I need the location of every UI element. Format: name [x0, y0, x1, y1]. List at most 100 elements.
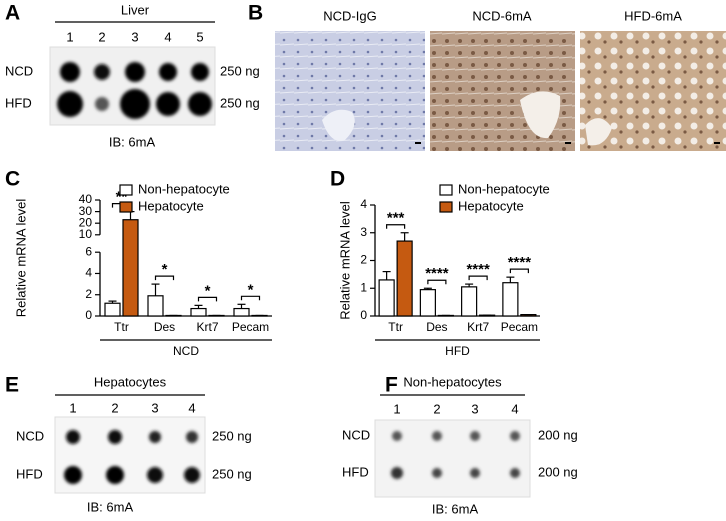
y-tick-label: 40	[79, 192, 93, 206]
y-tick-label: 6	[85, 244, 92, 258]
group-label: HFD	[445, 344, 470, 358]
lane-label: 4	[164, 29, 171, 44]
blot-dot	[392, 431, 402, 441]
image-title: NCD-6mA	[472, 8, 532, 23]
row-label: HFD	[342, 464, 369, 479]
x-tick-label: Des	[426, 320, 447, 334]
row-label: HFD	[5, 95, 32, 110]
significance: **	[116, 189, 128, 206]
legend-label: Hepatocyte	[458, 198, 524, 213]
significance: *	[162, 261, 168, 278]
y-tick-label: 4	[85, 266, 92, 280]
lane-label: 1	[69, 400, 76, 415]
row-label: NCD	[5, 63, 33, 78]
y-axis-label: Relative mRNA level	[337, 201, 352, 320]
blot-dot	[120, 89, 150, 119]
error-bar	[237, 303, 246, 309]
amount-label: 250 ng	[220, 63, 260, 78]
group-title: Non-hepatocytes	[403, 374, 502, 389]
lane-label: 3	[131, 29, 138, 44]
amount-label: 200 ng	[538, 427, 578, 442]
x-tick-label: Ttr	[114, 320, 129, 334]
y-tick-label: 2	[360, 253, 367, 267]
legend-label: Hepatocyte	[138, 198, 204, 213]
significance-bracket	[240, 295, 261, 301]
blot-dot	[60, 62, 80, 82]
significance-bracket	[427, 279, 447, 285]
amount-label: 200 ng	[538, 464, 578, 479]
group-label: NCD	[173, 344, 199, 358]
blot-dot	[159, 63, 177, 81]
lane-label: 2	[98, 29, 105, 44]
blot-dot	[156, 92, 180, 116]
bar	[378, 279, 395, 317]
y-tick-label: 0	[360, 308, 367, 322]
blot-dot	[188, 92, 212, 116]
blot-dot	[64, 466, 82, 484]
lane-label: 3	[151, 400, 158, 415]
blot-dot	[95, 97, 109, 111]
blot-dot	[94, 64, 110, 80]
y-tick-label: 2	[85, 287, 92, 301]
blot-dot	[470, 468, 480, 478]
group-title: Hepatocytes	[94, 374, 167, 389]
blot-dot	[470, 431, 480, 441]
blot-dot	[510, 431, 520, 441]
blot-dot	[57, 91, 83, 117]
histology-images	[275, 31, 726, 151]
panel-letter: C	[5, 168, 20, 191]
blot-dot	[108, 430, 122, 444]
caption: IB: 6mA	[87, 499, 134, 514]
bar	[461, 286, 478, 317]
blot-dot	[147, 467, 163, 483]
significance-bracket	[154, 275, 175, 281]
bar	[396, 240, 413, 317]
significance: *	[205, 282, 211, 299]
caption: IB: 6mA	[109, 134, 156, 149]
lane-label: 3	[471, 401, 478, 416]
significance-bracket	[509, 268, 529, 274]
row-label: NCD	[16, 428, 44, 443]
y-tick-label: 1	[360, 280, 367, 294]
x-tick-label: Ttr	[388, 320, 403, 334]
significance: ****	[466, 261, 490, 278]
legend-swatch	[119, 201, 133, 213]
legend-swatch	[119, 184, 133, 196]
vessel	[585, 118, 612, 146]
y-tick-label: 0	[85, 308, 92, 322]
error-bar	[126, 211, 135, 220]
group-title: Liver	[121, 2, 150, 17]
significance-bracket	[468, 275, 488, 281]
lane-label: 2	[111, 400, 118, 415]
bar	[419, 289, 436, 317]
x-tick-label: Krt7	[196, 320, 218, 334]
y-tick-label: 10	[79, 227, 93, 241]
error-bar	[108, 300, 117, 304]
amount-label: 250 ng	[220, 95, 260, 110]
legend-label: Non-hepatocyte	[138, 181, 230, 196]
content: A B C D E F NCD-IgG NCD-6mA HFD-6mA Liver 1 2 3 4 5 NCD…	[5, 2, 682, 517]
x-tick-label: Pecam	[501, 320, 538, 334]
x-tick-label: Pecam	[232, 320, 269, 334]
x-tick-label: Krt7	[467, 320, 489, 334]
panel-letter: B	[248, 2, 263, 25]
blot-dot	[186, 431, 198, 443]
significance-bracket	[386, 224, 406, 229]
bar	[502, 282, 519, 317]
significance: *	[248, 281, 254, 298]
blot-dot	[149, 431, 161, 443]
y-axis-label: Relative mRNA level	[13, 199, 28, 318]
legend-label: Non-hepatocyte	[458, 181, 550, 196]
bar	[104, 302, 121, 317]
blot-dot	[432, 431, 442, 441]
y-tick-label: 4	[360, 197, 367, 211]
lane-label: 1	[393, 401, 400, 416]
legend-swatch	[439, 184, 453, 196]
error-bar	[465, 283, 474, 287]
blot-dot	[432, 468, 442, 478]
panel-letter: F	[385, 374, 398, 397]
bar	[147, 295, 164, 317]
row-label: HFD	[16, 466, 43, 481]
legend-swatch	[439, 201, 453, 213]
